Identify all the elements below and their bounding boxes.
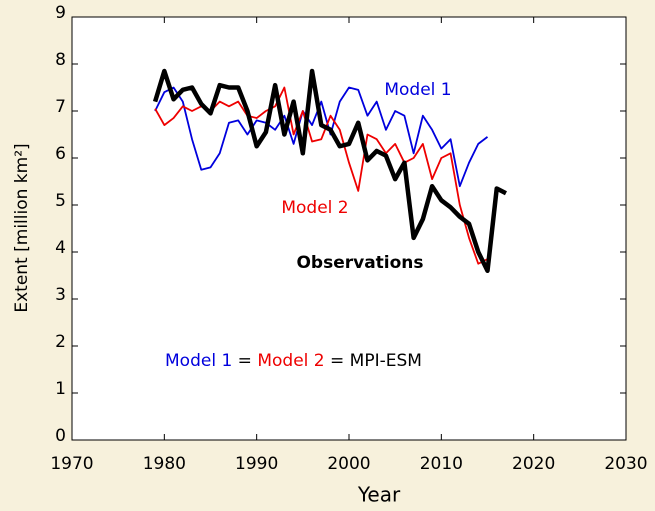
footer-part: Model 2 xyxy=(257,351,324,371)
x-axis-label: Year xyxy=(357,483,401,507)
series-line xyxy=(152,68,507,274)
y-tick-label: 2 xyxy=(55,332,66,352)
footer-part: Model 1 xyxy=(165,351,232,371)
y-tick-label: 9 xyxy=(55,3,66,23)
annotation: Model 2 xyxy=(281,198,348,218)
y-axis-label: Extent [million km²] xyxy=(12,143,32,312)
plot-frame xyxy=(71,16,627,441)
footer-part: = xyxy=(232,351,257,371)
x-tick-label: 1990 xyxy=(235,454,278,474)
y-tick-label: 6 xyxy=(55,144,66,164)
footer-part: = MPI-ESM xyxy=(325,351,422,371)
y-tick-label: 1 xyxy=(55,379,66,399)
y-tick-label: 3 xyxy=(55,285,66,305)
plot-area xyxy=(72,17,626,440)
x-tick-label: 2000 xyxy=(327,454,370,474)
x-tick-label: 2010 xyxy=(420,454,463,474)
series-line xyxy=(154,86,489,188)
footer-note: Model 1 = Model 2 = MPI-ESM xyxy=(165,351,422,371)
y-tick-label: 8 xyxy=(55,50,66,70)
x-tick-label: 1980 xyxy=(143,454,186,474)
y-tick-label: 4 xyxy=(55,238,66,258)
x-tick-label: 1970 xyxy=(50,454,93,474)
x-tick-label: 2030 xyxy=(604,454,647,474)
annotation: Model 1 xyxy=(384,80,451,100)
y-tick-label: 7 xyxy=(55,97,66,117)
y-tick-label: 5 xyxy=(55,191,66,211)
y-tick-label: 0 xyxy=(55,426,66,446)
x-tick-label: 2020 xyxy=(512,454,555,474)
annotation: Observations xyxy=(296,253,423,273)
